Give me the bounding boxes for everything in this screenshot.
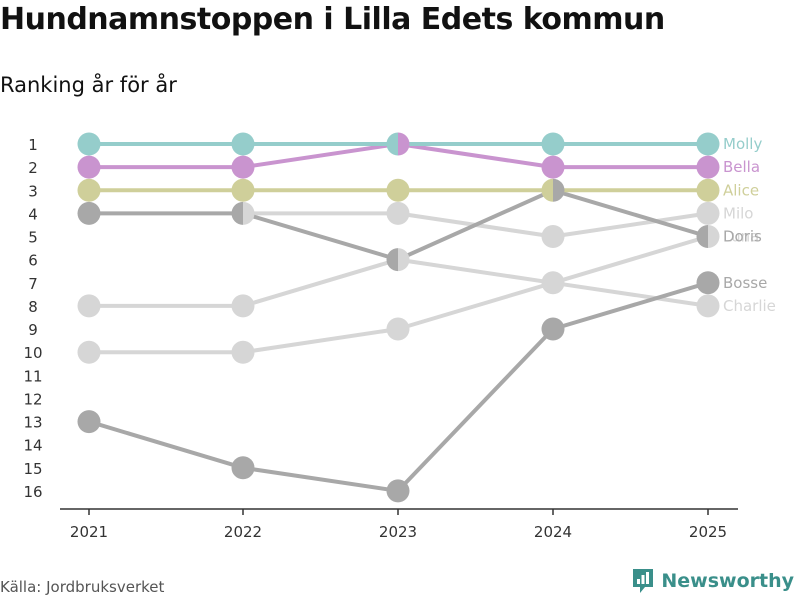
end-label-doris: Doris [723, 228, 762, 246]
marker-milo [386, 201, 410, 225]
marker-alice [231, 178, 255, 202]
brand-logo: Newsworthy [631, 568, 794, 594]
marker-milo [541, 225, 565, 248]
marker-doris [231, 201, 243, 225]
y-tick-label: 13 [23, 414, 42, 432]
marker-charlie [553, 271, 565, 295]
marker-molly [696, 132, 720, 156]
marker-bella [541, 155, 565, 179]
x-tick-label: 2024 [534, 523, 572, 541]
y-tick-label: 8 [28, 298, 38, 316]
y-tick-label: 6 [28, 252, 38, 270]
marker-milo [696, 201, 720, 225]
marker-bosse [386, 479, 410, 503]
newsworthy-logo-icon [633, 569, 654, 593]
chart-title: Hundnamnstoppen i Lilla Edets kommun [0, 2, 665, 37]
marker-luna [231, 340, 255, 364]
marker-alice [77, 178, 101, 202]
brand-name: Newsworthy [661, 570, 794, 592]
marker-molly [231, 132, 255, 156]
marker-bosse [231, 456, 255, 480]
end-label-milo: Milo [723, 204, 753, 222]
marker-molly [541, 132, 565, 156]
marker-bella [696, 155, 720, 179]
marker-charlie [77, 294, 101, 318]
marker-luna [708, 225, 720, 248]
x-tick-label: 2023 [379, 523, 417, 541]
marker-bosse [77, 410, 101, 434]
y-tick-label: 2 [28, 159, 38, 177]
y-tick-label: 10 [23, 344, 42, 362]
marker-bosse [541, 317, 565, 341]
y-tick-label: 12 [23, 390, 42, 408]
y-tick-label: 15 [23, 460, 42, 478]
marker-luna [77, 340, 101, 364]
marker-alice [696, 178, 720, 202]
marker-bella [398, 132, 410, 156]
marker-molly [77, 132, 101, 156]
marker-doris [553, 178, 565, 202]
marker-bella [231, 155, 255, 179]
marker-luna [541, 271, 553, 295]
marker-doris [77, 201, 101, 225]
y-tick-label: 3 [28, 182, 38, 200]
chart-subtitle: Ranking år för år [0, 73, 177, 97]
marker-charlie [231, 294, 255, 318]
source-note: Källa: Jordbruksverket [0, 578, 165, 596]
end-label-bella: Bella [723, 158, 760, 176]
marker-alice [541, 178, 553, 202]
x-tick-label: 2021 [70, 523, 108, 541]
marker-bella [77, 155, 101, 179]
x-tick-label: 2022 [224, 523, 262, 541]
marker-charlie [398, 248, 410, 272]
marker-doris [386, 248, 398, 272]
y-tick-label: 14 [23, 437, 42, 455]
marker-bosse [696, 271, 720, 295]
y-tick-label: 9 [28, 321, 38, 339]
end-label-charlie: Charlie [723, 297, 776, 315]
marker-luna [386, 317, 410, 341]
series-line-bosse [88, 280, 709, 493]
end-label-bosse: Bosse [723, 274, 767, 292]
y-tick-label: 1 [28, 136, 38, 154]
marker-molly [386, 132, 398, 156]
marker-doris [696, 225, 708, 248]
y-tick-label: 4 [28, 205, 38, 223]
y-tick-label: 7 [28, 275, 38, 293]
x-tick-label: 2025 [689, 523, 727, 541]
y-tick-label: 11 [23, 367, 42, 385]
marker-charlie [696, 294, 720, 318]
marker-alice [386, 178, 410, 202]
y-tick-label: 5 [28, 229, 38, 247]
end-label-luna: Luna [723, 228, 759, 246]
y-tick-label: 16 [23, 483, 42, 501]
end-label-molly: Molly [723, 135, 762, 153]
end-label-alice: Alice [723, 181, 759, 199]
marker-milo [243, 201, 255, 225]
